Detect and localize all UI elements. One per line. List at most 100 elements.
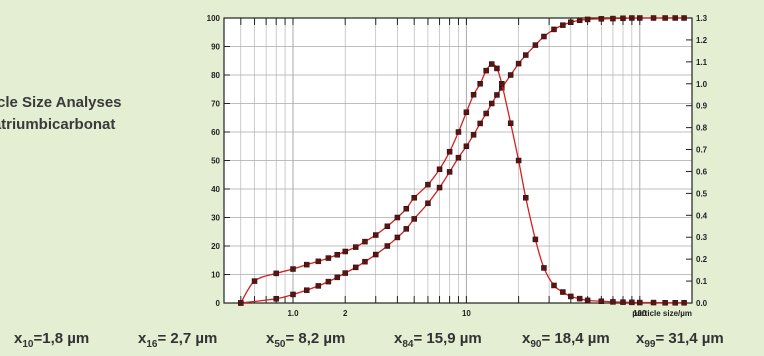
particle-size-chart: 0 10 20 30 40 50 60 70 80 90 100 0.0 0.1 0.2 0.3 0.4 0.5…	[207, 14, 708, 318]
cumulative-point	[568, 19, 574, 26]
density-point	[315, 258, 322, 265]
x-tick-label: 10	[462, 309, 471, 318]
density-point	[394, 214, 401, 221]
y-tick-label-left: 30	[211, 214, 220, 223]
stat-x16: x16= 2,7 µm	[138, 330, 218, 350]
density-point	[403, 205, 410, 212]
density-point	[436, 166, 443, 173]
density-point	[610, 299, 616, 305]
cumulative-point	[598, 16, 605, 22]
cumulative-point	[681, 15, 687, 21]
y-tick-label-left: 80	[211, 71, 220, 80]
density-point	[662, 300, 668, 306]
cumulative-point	[477, 120, 483, 127]
density-point	[463, 109, 470, 116]
cumulative-point	[425, 200, 431, 206]
density-point	[273, 270, 279, 277]
density-point	[551, 282, 557, 289]
y-tick-label-left: 10	[211, 271, 220, 280]
x-tick-label: 2	[343, 309, 348, 318]
cumulative-point	[273, 295, 279, 302]
density-curve	[240, 63, 685, 304]
density-point	[532, 236, 539, 243]
stat-x90: x90= 18,4 µm	[522, 330, 610, 350]
cumulative-point	[532, 42, 539, 48]
cumulative-point	[470, 132, 477, 138]
cumulative-point	[325, 278, 332, 285]
density-point	[455, 129, 462, 135]
chart-title: rticle Size Analyses Natriumbicarbonat	[0, 92, 122, 136]
stat-x50: x50= 8,2 µm	[266, 330, 346, 350]
y-tick-label-left: 50	[211, 157, 220, 166]
density-point	[494, 65, 500, 72]
cumulative-point	[483, 110, 489, 117]
stat-x84: x84= 15,9 µm	[394, 330, 482, 350]
cumulative-point	[290, 291, 296, 298]
cumulative-point	[488, 100, 495, 107]
density-point	[541, 265, 547, 271]
cumulative-point	[494, 92, 500, 98]
y-tick-label-right: 0.9	[696, 102, 708, 111]
density-point	[372, 232, 379, 238]
y-tick-label-right: 0.2	[696, 255, 708, 264]
density-point	[425, 181, 431, 188]
density-point	[290, 266, 296, 272]
density-point	[470, 91, 477, 98]
cumulative-point	[650, 15, 657, 21]
cumulative-point	[463, 143, 470, 149]
density-point	[238, 300, 244, 306]
density-point	[384, 223, 391, 230]
cumulative-point	[315, 283, 322, 289]
cumulative-point	[455, 154, 462, 161]
stat-x10: x10=1,8 µm	[14, 330, 90, 350]
y-tick-label-right: 0.0	[696, 299, 708, 308]
density-point	[507, 120, 514, 126]
cumulative-point	[372, 251, 379, 258]
title-line-2: Natriumbicarbonat	[0, 116, 116, 133]
y-tick-label-right: 1.2	[696, 36, 708, 45]
cumulative-point	[560, 22, 566, 28]
density-point	[446, 148, 453, 155]
title-line-1: rticle Size Analyses	[0, 94, 122, 111]
cumulative-point	[515, 60, 522, 67]
cumulative-point	[446, 169, 453, 175]
cumulative-point	[610, 15, 616, 22]
density-point	[251, 278, 258, 284]
density-point	[303, 261, 310, 268]
cumulative-point	[541, 33, 547, 40]
y-tick-label-right: 0.4	[696, 211, 708, 220]
y-tick-label-right: 1.0	[696, 80, 708, 89]
cumulative-point	[637, 15, 643, 21]
density-point	[362, 238, 368, 245]
x-tick-label: 100	[633, 309, 647, 318]
y-tick-label-right: 0.6	[696, 167, 708, 176]
cumulative-point	[352, 264, 359, 271]
cumulative-point	[342, 270, 348, 276]
cumulative-point	[507, 72, 514, 78]
density-point	[477, 81, 483, 87]
y-tick-label-left: 60	[211, 128, 220, 137]
cumulative-point	[523, 52, 529, 58]
cumulative-point	[403, 226, 410, 232]
y-tick-label-left: 40	[211, 185, 220, 194]
density-point	[650, 299, 657, 306]
density-point	[584, 297, 591, 304]
x-tick-label: 1.0	[287, 309, 299, 318]
plot-border	[223, 17, 693, 304]
percentile-stats: x10=1,8 µm x16= 2,7 µm x50= 8,2 µm x84= …	[0, 330, 764, 354]
density-point	[325, 255, 332, 261]
y-tick-label-left: 20	[211, 242, 220, 251]
stat-x99: x99= 31,4 µm	[636, 330, 724, 350]
density-point	[568, 293, 574, 300]
density-point	[681, 300, 687, 306]
cumulative-point	[303, 287, 310, 293]
y-tick-label-left: 70	[211, 100, 220, 109]
density-point	[488, 61, 495, 67]
cumulative-point	[576, 17, 583, 24]
density-point	[342, 248, 348, 255]
density-point	[560, 289, 566, 295]
y-tick-label-left: 90	[211, 43, 220, 52]
y-tick-label-right: 1.1	[696, 58, 708, 67]
cumulative-point	[629, 15, 635, 21]
cumulative-point	[584, 16, 591, 23]
